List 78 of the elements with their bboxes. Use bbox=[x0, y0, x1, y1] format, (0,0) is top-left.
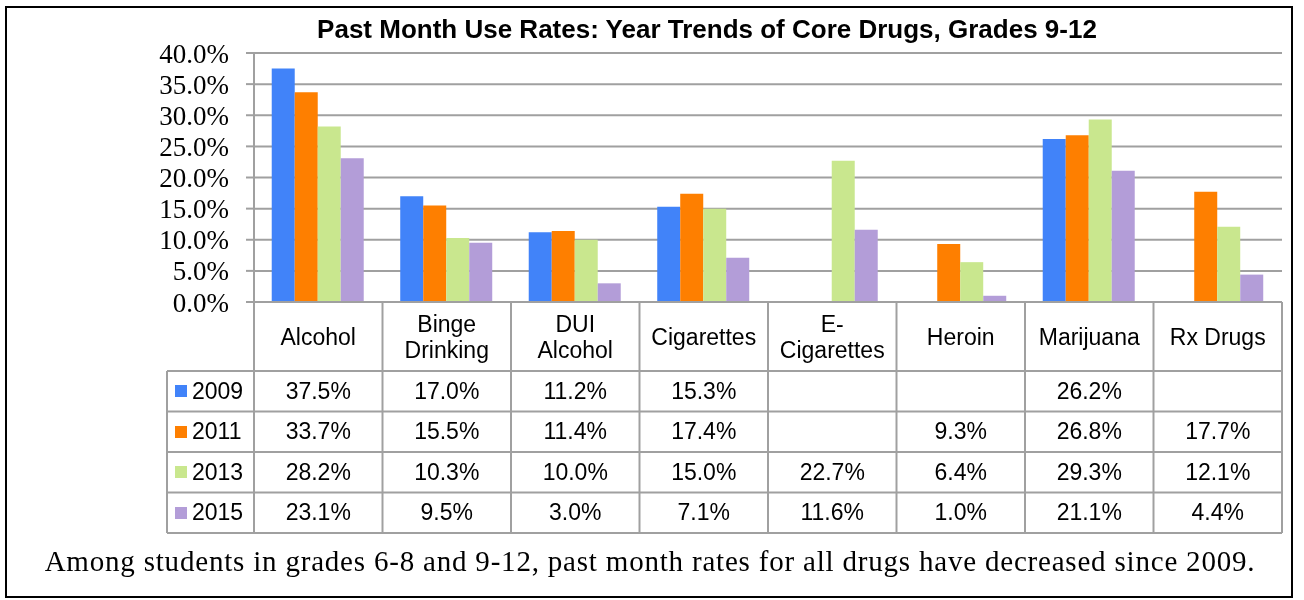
data-label: 15.3% bbox=[670, 376, 738, 406]
y-tick-label: 40.0% bbox=[159, 38, 229, 69]
bar bbox=[294, 92, 318, 302]
bar bbox=[317, 126, 341, 302]
data-label: 23.1% bbox=[284, 498, 352, 528]
bar bbox=[340, 158, 364, 302]
bar bbox=[1240, 274, 1264, 302]
data-label: 17.0% bbox=[413, 376, 481, 406]
y-tick-label: 5.0% bbox=[172, 256, 229, 287]
data-label: 22.7% bbox=[798, 457, 866, 487]
bar bbox=[469, 242, 493, 302]
bar bbox=[703, 208, 727, 302]
data-label: 17.7% bbox=[1184, 417, 1252, 447]
bar bbox=[400, 196, 424, 302]
bar bbox=[574, 239, 598, 302]
data-label: 37.5% bbox=[284, 376, 352, 406]
data-label: 17.4% bbox=[670, 417, 738, 447]
text: Among students in grades 6-8 and 9-12, past month rates for all drugs have decreased since 2009. bbox=[43, 544, 1257, 579]
data-label: 29.3% bbox=[1055, 457, 1123, 487]
bar bbox=[1042, 138, 1066, 302]
bar bbox=[446, 237, 470, 302]
y-tick-label: 30.0% bbox=[159, 100, 229, 131]
data-label: 4.4% bbox=[1190, 498, 1245, 528]
bar bbox=[1217, 226, 1241, 302]
data-label: 6.4% bbox=[933, 457, 988, 487]
x-tick-label: Heroin bbox=[926, 323, 995, 350]
data-label: 11.6% bbox=[799, 498, 865, 528]
data-label: 11.2% bbox=[542, 376, 608, 406]
data-label: 9.5% bbox=[419, 498, 474, 528]
data-label: 3.0% bbox=[548, 498, 603, 528]
bar bbox=[960, 262, 984, 302]
legend-label: 2011 bbox=[192, 418, 242, 446]
y-tick-label: 10.0% bbox=[159, 225, 229, 256]
y-tick-label: 35.0% bbox=[159, 69, 229, 100]
x-tick-label: Binge Drinking bbox=[403, 310, 490, 363]
x-tick-label: E-Cigarettes bbox=[778, 310, 886, 363]
data-label: 33.7% bbox=[284, 417, 352, 447]
x-tick-label: Alcohol bbox=[280, 323, 356, 350]
data-label: 28.2% bbox=[284, 457, 352, 487]
bar bbox=[1111, 170, 1135, 302]
y-tick-label: 0.0% bbox=[172, 287, 229, 318]
data-label: 21.1% bbox=[1055, 498, 1123, 528]
x-tick-label: DUI Alcohol bbox=[536, 310, 614, 363]
legend-label: 2015 bbox=[192, 499, 244, 527]
data-label: 26.8% bbox=[1055, 417, 1123, 447]
bar bbox=[551, 231, 575, 302]
bar bbox=[831, 160, 855, 302]
bar bbox=[1088, 119, 1112, 302]
data-label: 9.3% bbox=[933, 417, 988, 447]
data-label: 10.0% bbox=[541, 457, 609, 487]
y-tick-label: 20.0% bbox=[159, 163, 229, 194]
data-label: 15.0% bbox=[670, 457, 738, 487]
bar bbox=[1194, 191, 1218, 302]
x-tick-label: Rx Drugs bbox=[1169, 323, 1266, 350]
legend-label: 2009 bbox=[192, 377, 244, 405]
y-tick-label: 15.0% bbox=[159, 194, 229, 225]
data-label: 10.3% bbox=[413, 457, 481, 487]
bar bbox=[423, 205, 447, 302]
y-tick-label: 25.0% bbox=[159, 131, 229, 162]
bar bbox=[937, 244, 961, 302]
chart-title: Past Month Use Rates: Year Trends of Core Drugs, Grades 9-12 bbox=[317, 14, 1097, 44]
bar bbox=[271, 68, 295, 302]
data-label: 12.1% bbox=[1184, 457, 1252, 487]
bar bbox=[726, 257, 750, 302]
bar bbox=[657, 206, 681, 302]
legend-label: 2013 bbox=[192, 458, 244, 486]
data-label: 11.4% bbox=[542, 417, 608, 447]
x-tick-label: Marijuana bbox=[1038, 323, 1140, 350]
data-label: 7.1% bbox=[676, 498, 731, 528]
bar bbox=[528, 232, 552, 302]
x-tick-label: Cigarettes bbox=[651, 323, 757, 350]
bar bbox=[1065, 135, 1089, 302]
bar bbox=[680, 193, 704, 302]
data-label: 1.0% bbox=[933, 498, 988, 528]
data-label: 26.2% bbox=[1055, 376, 1123, 406]
bar bbox=[854, 229, 878, 302]
data-label: 15.5% bbox=[413, 417, 481, 447]
bar bbox=[597, 283, 621, 302]
